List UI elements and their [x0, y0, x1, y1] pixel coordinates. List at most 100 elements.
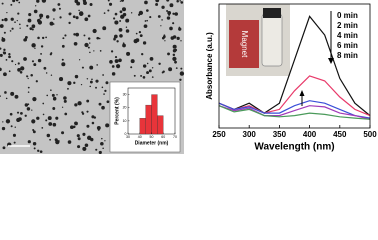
particle [102, 74, 104, 76]
particle [107, 0, 110, 2]
particle [142, 41, 147, 45]
particle [74, 74, 79, 79]
particle [83, 34, 86, 37]
particle [180, 1, 184, 4]
particle [138, 13, 141, 16]
particle [119, 34, 123, 38]
particle [101, 86, 104, 89]
particle [96, 64, 98, 66]
x-tick-label: 70 [173, 135, 177, 139]
particle [10, 3, 13, 6]
particle [179, 71, 185, 76]
particle [144, 20, 147, 22]
particle [84, 42, 89, 48]
particle [37, 20, 43, 25]
particle [9, 112, 13, 116]
particle [59, 16, 62, 19]
particle [16, 111, 20, 114]
particle [78, 9, 80, 12]
particle [40, 45, 44, 48]
particle [68, 21, 71, 25]
particle [89, 51, 91, 54]
particle [143, 24, 148, 29]
particle [17, 62, 20, 65]
particle [99, 50, 102, 52]
particle [73, 81, 76, 85]
particle [135, 32, 138, 35]
particle [8, 55, 11, 59]
particle [13, 141, 16, 144]
y-tick-label: 30 [123, 92, 127, 96]
particle [63, 96, 67, 100]
particle [28, 13, 32, 17]
particle [27, 18, 32, 23]
particle [74, 121, 78, 125]
particle [87, 135, 92, 141]
particle [55, 116, 59, 120]
series-line [218, 100, 371, 119]
particle [146, 62, 149, 65]
particle [39, 150, 43, 154]
particle [15, 0, 19, 2]
particle [6, 11, 8, 14]
particle [170, 36, 175, 40]
particle [172, 49, 177, 53]
particle [140, 74, 143, 77]
particle [14, 126, 16, 128]
particle [172, 22, 175, 25]
particle [64, 34, 67, 37]
particle [49, 138, 52, 141]
x-tick-label: 400 [303, 130, 317, 139]
x-tick-label: 500 [363, 130, 377, 139]
particle [130, 12, 133, 14]
particle [19, 27, 21, 29]
particle [1, 18, 4, 22]
particle [130, 59, 135, 64]
particle [87, 37, 91, 40]
particle [41, 127, 44, 129]
particle [35, 5, 37, 7]
particle [33, 9, 38, 14]
particle [121, 0, 124, 2]
bar [139, 118, 146, 135]
particle [120, 14, 125, 19]
particle [113, 17, 116, 20]
particle [2, 51, 5, 54]
particle [113, 37, 116, 41]
particle [8, 70, 11, 73]
particle [26, 107, 31, 111]
particle [61, 131, 65, 135]
particle [53, 18, 55, 20]
particle [89, 42, 91, 44]
particle [172, 56, 177, 61]
particle [172, 12, 175, 15]
particle [146, 71, 150, 75]
particle [2, 146, 6, 150]
particle [42, 113, 45, 116]
particle [3, 72, 7, 77]
particle [86, 110, 89, 113]
particle [52, 8, 56, 12]
particle [155, 4, 157, 6]
particle [10, 91, 15, 96]
particle [89, 65, 94, 70]
particle [151, 76, 154, 78]
particle [68, 12, 72, 16]
particle [10, 17, 14, 21]
y-axis-label: Absorbance (a.u.) [205, 32, 214, 100]
particle [135, 38, 140, 43]
particle [32, 141, 37, 146]
particle [169, 26, 173, 31]
arrow-head [299, 90, 305, 96]
particle [13, 134, 15, 137]
particle [45, 36, 47, 39]
arrow-head [328, 58, 334, 64]
particle [164, 40, 166, 42]
bar [151, 94, 158, 135]
particle [11, 27, 14, 30]
particle [146, 19, 148, 22]
particle [67, 140, 72, 144]
particle [0, 24, 4, 28]
particle [166, 16, 171, 20]
x-tick-label: 50 [150, 135, 154, 139]
